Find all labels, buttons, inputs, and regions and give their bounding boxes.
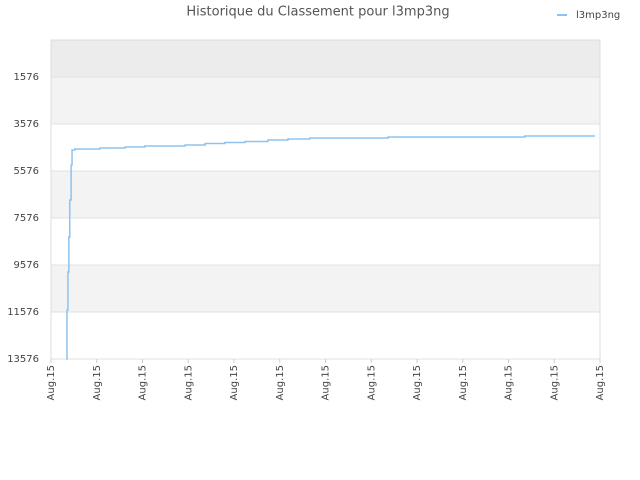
- y-tick-label: 3576: [14, 119, 39, 130]
- plot-band: [51, 265, 600, 313]
- y-tick-label: 5576: [14, 166, 39, 177]
- y-tick-label: 13576: [7, 354, 39, 365]
- plot-band: [51, 312, 600, 359]
- x-tick-label: Aug.15: [504, 365, 515, 400]
- x-tick-label: Aug.15: [138, 365, 149, 400]
- y-tick-label: 11576: [7, 307, 39, 318]
- plot-band: [51, 218, 600, 266]
- y-tick-label: 1576: [14, 72, 39, 83]
- plot-band: [51, 77, 600, 125]
- line: [66, 135, 595, 360]
- x-tick-label: Aug.15: [366, 365, 377, 400]
- x-tick-label: Aug.15: [412, 365, 423, 400]
- x-tick-label: Aug.15: [458, 365, 469, 400]
- y-tick-label: 7576: [14, 213, 39, 224]
- y-tick-label: 9576: [14, 260, 39, 271]
- plot-band: [51, 171, 600, 219]
- plot-band: [51, 40, 600, 78]
- x-tick-label: Aug.15: [321, 365, 332, 400]
- x-tick-label: Aug.15: [183, 365, 194, 400]
- x-tick-label: Aug.15: [595, 365, 606, 400]
- x-tick-label: Aug.15: [46, 365, 57, 400]
- x-tick-label: Aug.15: [92, 365, 103, 400]
- chart-title: Historique du Classement pour l3mp3ng: [186, 5, 449, 20]
- legend-label: l3mp3ng: [576, 10, 620, 21]
- x-tick-label: Aug.15: [275, 365, 286, 400]
- x-tick-label: Aug.15: [549, 365, 560, 400]
- x-tick-label: Aug.15: [229, 365, 240, 400]
